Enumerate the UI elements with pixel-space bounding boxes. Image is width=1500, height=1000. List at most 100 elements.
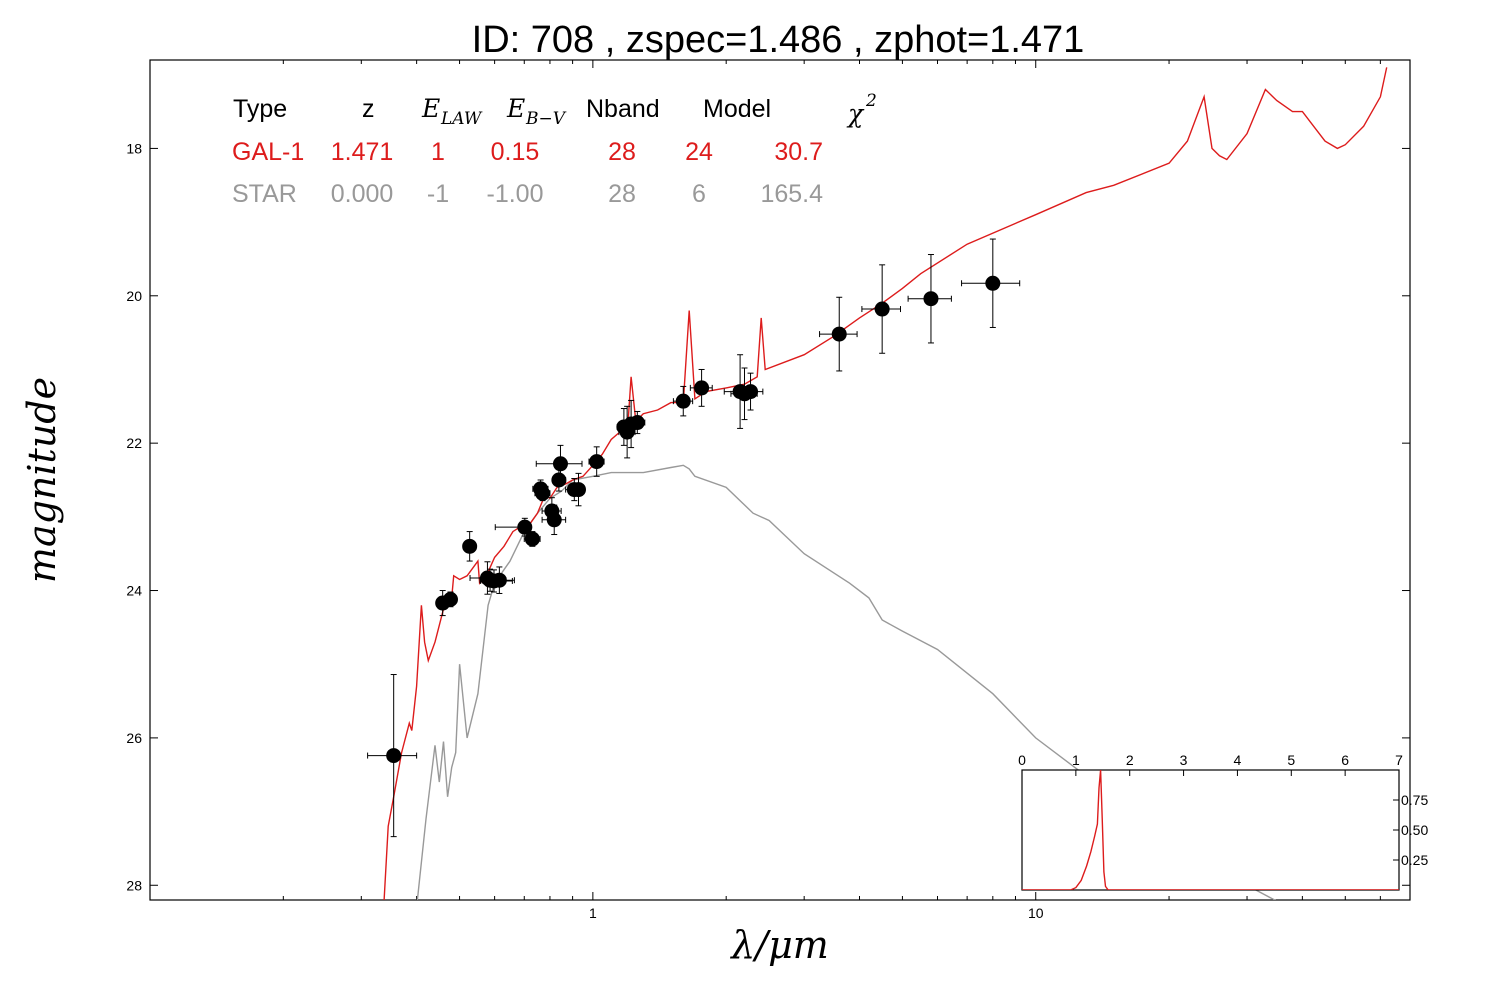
inset-y-tick-label: 0.75 [1401,792,1428,808]
table-cell-z: 0.000 [331,180,394,208]
header-ebv: E [506,94,525,123]
data-marker [552,456,568,472]
plot-frame [149,59,1411,901]
inset-x-tick-label: 5 [1287,752,1295,768]
table-cell-nband: 28 [608,180,636,208]
sed-curve-star [416,464,1277,900]
data-marker [985,275,1001,291]
data-marker [491,572,507,588]
inset-frame [1021,769,1400,891]
data-marker [923,291,939,307]
y-tick-label: 26 [126,730,142,746]
table-cell-type: STAR [232,180,297,208]
data-point [367,674,418,838]
table-cell-chi2: 30.7 [774,138,823,166]
model-curves [383,67,1388,900]
header-nband: Nband [586,95,660,123]
y-tick-label: 28 [126,877,142,893]
header-model: Model [703,95,771,123]
table-cell-model: 6 [692,180,706,208]
table-cell-ebv: -1.00 [487,180,544,208]
inset-curve-group [1022,770,1399,890]
header-z: z [362,95,375,123]
data-point [689,368,713,407]
pdz-inset: 0 1 2 3 4 5 6 7 0.25 0.50 0.75 [1018,752,1428,891]
header-elaw: E [421,94,440,123]
data-marker [524,531,540,547]
pdz-curve [1022,770,1399,890]
y-tick-label: 22 [126,435,142,451]
table-cell-chi2: 165.4 [760,180,823,208]
header-elaw-sub: LAW [440,109,483,129]
data-point [442,591,458,608]
data-point [535,444,583,483]
inset-x-tick-label: 6 [1341,752,1349,768]
table-row: GAL-1 1.471 1 0.15 28 24 30.7 [232,138,823,166]
y-tick-label: 18 [126,140,142,156]
data-point [482,566,515,594]
x-tick-label: 10 [1028,905,1044,921]
x-axis-label: λ/μm [729,923,829,967]
inset-y-tick-label: 0.50 [1401,822,1428,838]
table-cell-elaw: 1 [431,138,445,166]
data-marker [546,512,562,528]
data-marker [462,538,478,554]
table-row: STAR 0.000 -1 -1.00 28 6 165.4 [232,180,823,208]
data-marker [675,393,691,409]
data-point [618,405,636,459]
table-cell-model: 24 [685,138,713,166]
data-point [961,238,1021,328]
data-point [588,446,605,477]
data-point [462,531,478,562]
data-marker [694,380,710,396]
data-marker [517,519,533,535]
x-tick-label: 1 [589,905,597,921]
data-marker [589,454,605,470]
chart-title: ID: 708 , zspec=1.486 , zphot=1.471 [472,19,1085,61]
data-point [534,485,551,502]
data-marker [629,415,645,431]
data-marker [386,748,402,764]
header-chi: χ [846,99,865,128]
data-marker [442,591,458,607]
table-cell-ebv: 0.15 [491,138,540,166]
table-cell-type: GAL-1 [232,138,304,166]
data-point [629,410,646,435]
header-type: Type [233,95,287,123]
inset-x-tick-label: 0 [1018,752,1026,768]
table-cell-z: 1.471 [331,138,394,166]
data-point [736,372,764,411]
data-marker [535,485,551,501]
data-point [861,264,901,354]
data-point [494,517,533,537]
inset-x-tick-label: 7 [1395,752,1403,768]
photometry-points [367,238,1021,838]
y-axis-label: magnitude [20,377,64,583]
header-ebv-sub: B−V [525,109,567,129]
data-point [523,531,541,547]
sed-curve-gal-1 [383,67,1388,900]
data-point [819,296,858,372]
inset-y-tick-label: 0.25 [1401,852,1428,868]
y-tick-label: 24 [126,583,142,599]
data-marker [874,301,890,317]
data-point [907,254,952,344]
data-marker [831,326,847,342]
header-chi-sup: 2 [865,91,877,111]
table-cell-elaw: -1 [427,180,449,208]
inset-x-tick-label: 4 [1234,752,1242,768]
data-marker [570,482,586,498]
inset-x-tick-label: 1 [1072,752,1080,768]
data-marker [551,472,567,488]
data-point [570,472,586,507]
table-cell-nband: 28 [608,138,636,166]
inset-x-tick-label: 2 [1126,752,1134,768]
inset-x-tick-label: 3 [1180,752,1188,768]
data-marker [743,384,759,400]
fit-table: Type z E LAW E B−V Nband Model χ 2 GAL-1… [232,91,877,208]
data-point [672,385,694,417]
data-point [541,504,567,536]
y-tick-label: 20 [126,288,142,304]
